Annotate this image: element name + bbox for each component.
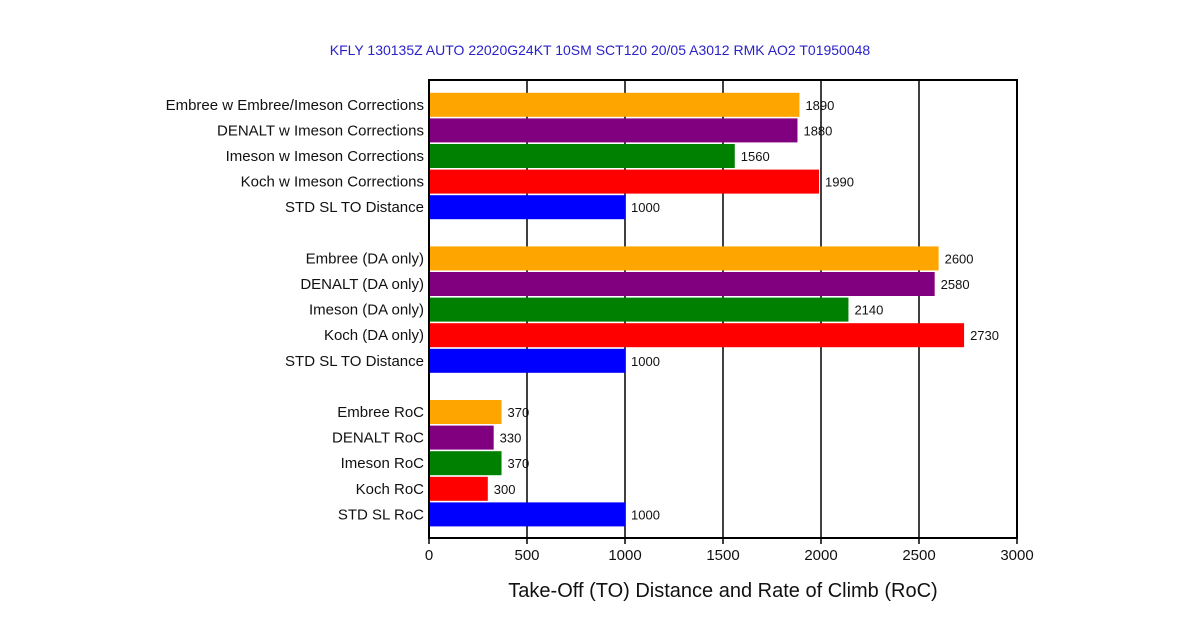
category-label: DENALT w Imeson Corrections	[217, 122, 424, 139]
x-tick-label: 2500	[902, 547, 935, 564]
category-label: Koch RoC	[356, 481, 425, 498]
x-tick-label: 2000	[804, 547, 837, 564]
category-label: DENALT (DA only)	[300, 276, 424, 293]
x-tick-label: 3000	[1000, 547, 1033, 564]
data-label: 370	[508, 405, 530, 420]
bar	[429, 297, 849, 322]
bar	[429, 323, 965, 348]
bar	[429, 92, 800, 117]
data-label: 1000	[631, 354, 660, 369]
bar	[429, 451, 502, 476]
data-label: 2730	[970, 328, 999, 343]
data-label: 300	[494, 482, 516, 497]
category-label: Imeson (DA only)	[309, 302, 424, 319]
category-label: Imeson w Imeson Corrections	[226, 148, 424, 165]
bar	[429, 195, 625, 220]
category-label: STD SL RoC	[338, 506, 424, 523]
category-label: Koch w Imeson Corrections	[241, 174, 424, 191]
data-label: 2600	[945, 251, 974, 266]
category-label: STD SL TO Distance	[285, 199, 424, 216]
data-label: 1880	[803, 123, 832, 138]
category-label: Embree RoC	[337, 404, 424, 421]
chart-subtitle: KFLY 130135Z AUTO 22020G24KT 10SM SCT120…	[329, 42, 871, 58]
category-label: Imeson RoC	[341, 455, 425, 472]
data-label: 1000	[631, 507, 660, 522]
x-tick-label: 1500	[706, 547, 739, 564]
data-label: 1000	[631, 200, 660, 215]
bar	[429, 476, 488, 501]
data-label: 370	[508, 456, 530, 471]
data-label: 1990	[825, 175, 854, 190]
data-label: 2580	[941, 277, 970, 292]
x-tick-label: 500	[514, 547, 539, 564]
bar	[429, 348, 625, 373]
data-label: 1890	[805, 98, 834, 113]
bar	[429, 400, 502, 424]
x-axis-title: Take-Off (TO) Distance and Rate of Climb…	[508, 580, 937, 602]
bar	[429, 246, 939, 271]
category-label: Embree (DA only)	[306, 250, 424, 267]
bar	[429, 144, 735, 168]
x-tick-label: 0	[425, 547, 433, 564]
category-label: DENALT RoC	[332, 430, 424, 447]
data-label: 1560	[741, 149, 770, 164]
category-label: STD SL TO Distance	[285, 353, 424, 370]
category-label: Embree w Embree/Imeson Corrections	[166, 97, 424, 114]
bar	[429, 169, 820, 194]
category-label: Koch (DA only)	[324, 327, 424, 344]
bar	[429, 118, 798, 143]
bar	[429, 425, 494, 450]
x-tick-label: 1000	[608, 547, 641, 564]
data-label: 2140	[854, 303, 883, 318]
bar	[429, 272, 935, 296]
data-label: 330	[500, 431, 522, 446]
bar	[429, 502, 625, 527]
